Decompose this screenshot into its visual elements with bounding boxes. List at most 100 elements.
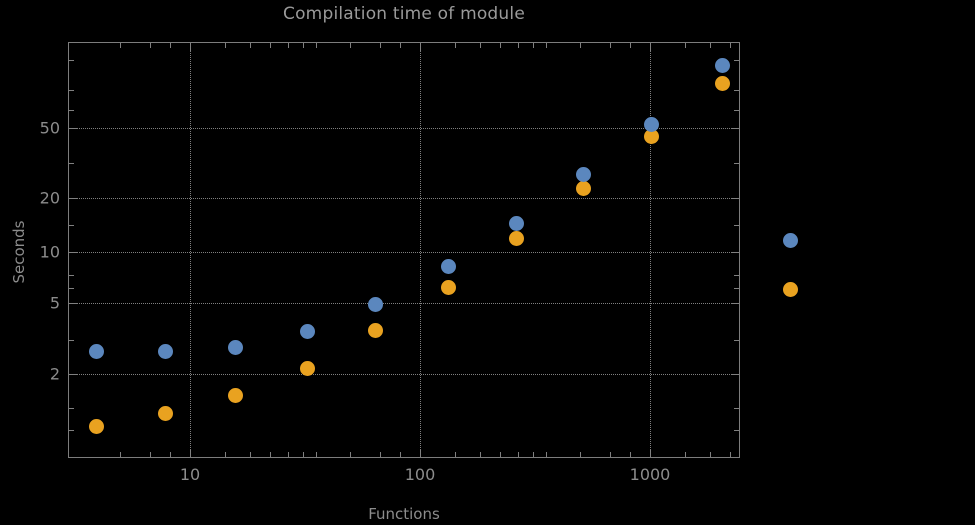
data-point-orange bbox=[575, 180, 591, 196]
data-point-orange bbox=[714, 75, 730, 91]
axis-tick-x bbox=[250, 42, 251, 48]
axis-tick-x bbox=[533, 42, 534, 48]
axis-tick-y bbox=[68, 225, 74, 226]
gridline-horizontal bbox=[68, 128, 740, 129]
axis-tick-x bbox=[288, 42, 289, 48]
axis-tick-x bbox=[303, 452, 304, 458]
axis-tick-x bbox=[120, 452, 121, 458]
data-point-blue bbox=[367, 296, 383, 312]
axis-tick-y-major bbox=[68, 198, 77, 199]
x-tick-label: 10 bbox=[179, 465, 201, 484]
y-tick-label: 5 bbox=[49, 293, 60, 313]
chart-title: Compilation time of module bbox=[283, 4, 525, 24]
axis-tick-y bbox=[68, 340, 74, 341]
axis-tick-x-major bbox=[190, 449, 191, 458]
axis-tick-y bbox=[734, 430, 740, 431]
axis-tick-y bbox=[68, 90, 74, 91]
axis-tick-x bbox=[250, 452, 251, 458]
data-point-orange bbox=[227, 387, 243, 403]
axis-tick-y bbox=[68, 275, 74, 276]
gridline-vertical bbox=[190, 42, 191, 458]
axis-tick-x bbox=[685, 42, 686, 48]
axis-tick-x bbox=[170, 42, 171, 48]
axis-tick-y-major bbox=[68, 128, 77, 129]
axis-tick-x-major bbox=[420, 449, 421, 458]
axis-tick-x bbox=[480, 452, 481, 458]
axis-tick-x bbox=[380, 452, 381, 458]
axis-tick-y bbox=[68, 60, 74, 61]
axis-tick-x bbox=[316, 42, 317, 48]
axis-tick-y bbox=[734, 60, 740, 61]
axis-tick-x bbox=[630, 42, 631, 48]
axis-tick-y bbox=[68, 163, 74, 164]
axis-tick-x bbox=[350, 42, 351, 48]
y-tick-label: 50 bbox=[39, 118, 60, 138]
axis-tick-x bbox=[400, 42, 401, 48]
axis-tick-y bbox=[734, 110, 740, 111]
axis-tick-x bbox=[225, 452, 226, 458]
axis-tick-y bbox=[734, 225, 740, 226]
gridline-vertical bbox=[650, 42, 651, 458]
axis-tick-x bbox=[303, 42, 304, 48]
data-point-blue bbox=[508, 215, 524, 231]
data-point-blue bbox=[299, 323, 315, 339]
axis-tick-y bbox=[734, 288, 740, 289]
axis-tick-x bbox=[630, 452, 631, 458]
axis-tick-y bbox=[68, 408, 74, 409]
axis-tick-x bbox=[380, 42, 381, 48]
axis-tick-y-major bbox=[68, 303, 77, 304]
axis-tick-x bbox=[730, 42, 731, 48]
axis-tick-x bbox=[316, 452, 317, 458]
gridline-horizontal bbox=[68, 303, 740, 304]
data-point-blue bbox=[227, 339, 243, 355]
axis-tick-y bbox=[734, 408, 740, 409]
axis-tick-x bbox=[685, 452, 686, 458]
axis-tick-x bbox=[533, 452, 534, 458]
axis-tick-x-major bbox=[420, 42, 421, 51]
axis-tick-x-major bbox=[190, 42, 191, 51]
axis-tick-y-major bbox=[731, 374, 740, 375]
axis-tick-x bbox=[580, 42, 581, 48]
axis-tick-x bbox=[518, 452, 519, 458]
axis-tick-x bbox=[710, 452, 711, 458]
data-point-blue bbox=[714, 57, 730, 73]
axis-tick-x bbox=[270, 42, 271, 48]
axis-tick-x bbox=[500, 452, 501, 458]
gridline-vertical bbox=[420, 42, 421, 458]
axis-tick-x bbox=[455, 452, 456, 458]
data-point-orange bbox=[299, 360, 315, 376]
axis-tick-y bbox=[68, 430, 74, 431]
data-point-orange bbox=[508, 230, 524, 246]
data-point-orange bbox=[782, 281, 798, 297]
data-point-orange bbox=[367, 322, 383, 338]
axis-tick-y bbox=[734, 163, 740, 164]
y-tick-label: 2 bbox=[49, 364, 60, 384]
axis-tick-x bbox=[580, 452, 581, 458]
gridline-horizontal bbox=[68, 198, 740, 199]
data-point-orange bbox=[88, 418, 104, 434]
axis-tick-x-major bbox=[650, 42, 651, 51]
axis-tick-y bbox=[68, 110, 74, 111]
axis-tick-x bbox=[225, 42, 226, 48]
data-point-orange bbox=[157, 405, 173, 421]
axis-tick-x bbox=[455, 42, 456, 48]
data-point-blue bbox=[440, 258, 456, 274]
axis-tick-x bbox=[400, 452, 401, 458]
axis-tick-y bbox=[734, 340, 740, 341]
axis-tick-y bbox=[734, 90, 740, 91]
axis-tick-x bbox=[270, 452, 271, 458]
axis-tick-y-major bbox=[68, 374, 77, 375]
axis-tick-x bbox=[480, 42, 481, 48]
axis-tick-x bbox=[710, 42, 711, 48]
data-point-blue bbox=[643, 116, 659, 132]
axis-tick-y-major bbox=[731, 198, 740, 199]
axis-tick-x bbox=[120, 42, 121, 48]
axis-tick-x-major bbox=[650, 449, 651, 458]
data-point-blue bbox=[575, 166, 591, 182]
axis-tick-x bbox=[546, 452, 547, 458]
axis-tick-x bbox=[518, 42, 519, 48]
data-point-blue bbox=[157, 343, 173, 359]
axis-tick-x bbox=[610, 452, 611, 458]
